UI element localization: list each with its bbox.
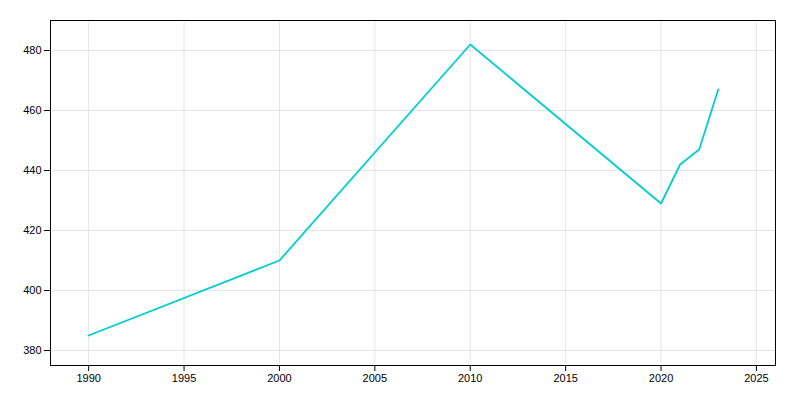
svg-text:2015: 2015 (553, 372, 577, 384)
svg-text:2000: 2000 (267, 372, 291, 384)
svg-text:440: 440 (23, 164, 41, 176)
svg-text:2005: 2005 (363, 372, 387, 384)
svg-text:1990: 1990 (76, 372, 100, 384)
svg-text:480: 480 (23, 44, 41, 56)
svg-text:460: 460 (23, 104, 41, 116)
svg-text:380: 380 (23, 344, 41, 356)
svg-text:2010: 2010 (458, 372, 482, 384)
svg-text:400: 400 (23, 284, 41, 296)
svg-text:2025: 2025 (744, 372, 768, 384)
svg-text:2020: 2020 (649, 372, 673, 384)
svg-text:1995: 1995 (172, 372, 196, 384)
svg-text:420: 420 (23, 224, 41, 236)
